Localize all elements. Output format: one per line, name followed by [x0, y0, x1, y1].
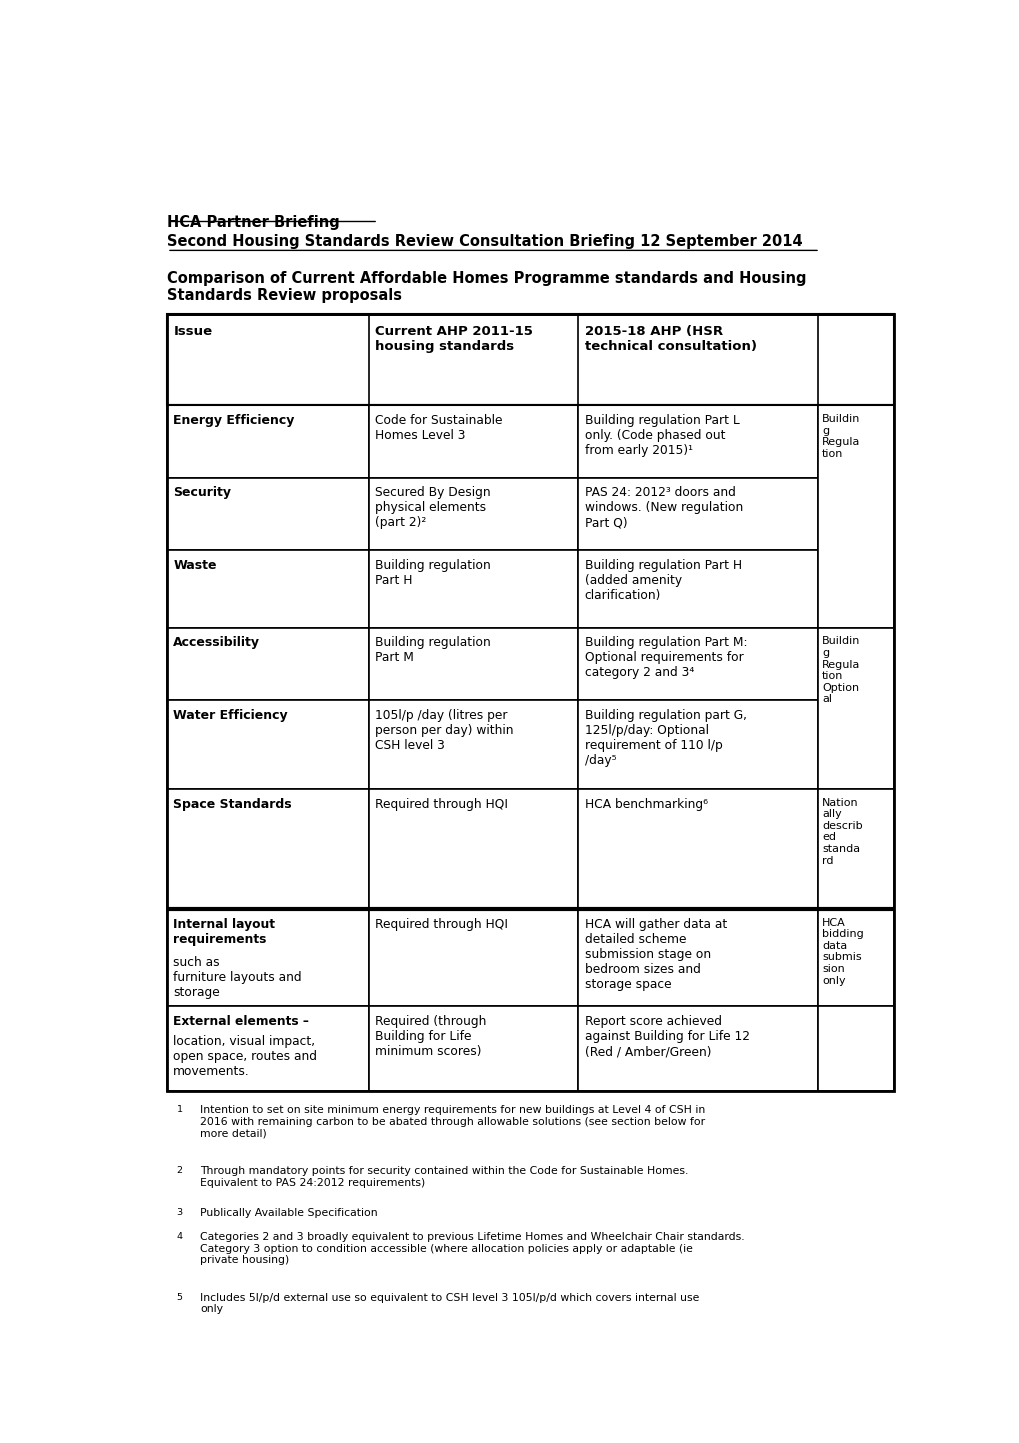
Text: Publically Available Specification: Publically Available Specification [200, 1208, 377, 1218]
Text: Buildin
g
Regula
tion: Buildin g Regula tion [821, 414, 860, 459]
Bar [167, 700, 369, 789]
Text: Internal layout
requirements: Internal layout requirements [173, 918, 275, 945]
Text: External elements –: External elements – [173, 1016, 309, 1029]
Bar [167, 789, 369, 909]
Text: Includes 5l/p/d external use so equivalent to CSH level 3 105l/p/d which covers : Includes 5l/p/d external use so equivale… [200, 1293, 699, 1315]
Text: Building regulation Part M:
Optional requirements for
category 2 and 3⁴: Building regulation Part M: Optional req… [584, 636, 746, 680]
Text: 5: 5 [176, 1293, 182, 1302]
Text: 1: 1 [176, 1105, 182, 1114]
Text: Issue: Issue [173, 325, 212, 338]
Text: Buildin
g
Regula
tion
Option
al: Buildin g Regula tion Option al [821, 636, 860, 704]
Text: 3: 3 [176, 1208, 182, 1216]
Bar [369, 1007, 578, 1091]
Bar [167, 628, 369, 700]
Bar [369, 478, 578, 550]
Text: PAS 24: 2012³ doors and
windows. (New regulation
Part Q): PAS 24: 2012³ doors and windows. (New re… [584, 486, 742, 530]
Text: Space Standards: Space Standards [173, 798, 291, 811]
Bar [167, 550, 369, 628]
Text: Required (through
Building for Life
minimum scores): Required (through Building for Life mini… [375, 1016, 486, 1058]
Text: Categories 2 and 3 broadly equivalent to previous Lifetime Homes and Wheelchair : Categories 2 and 3 broadly equivalent to… [200, 1232, 744, 1266]
Text: 2015-18 AHP (HSR
technical consultation): 2015-18 AHP (HSR technical consultation) [584, 325, 756, 354]
Bar [817, 405, 894, 628]
Bar [578, 550, 817, 628]
Bar [167, 315, 894, 405]
Text: Security: Security [173, 486, 231, 499]
Text: Energy Efficiency: Energy Efficiency [173, 414, 294, 427]
Text: Building regulation Part H
(added amenity
clarification): Building regulation Part H (added amenit… [584, 558, 741, 602]
Bar [817, 628, 894, 789]
Bar [578, 700, 817, 789]
Bar [369, 405, 578, 478]
Text: Required through HQI: Required through HQI [375, 798, 507, 811]
Text: Waste: Waste [173, 558, 217, 571]
Text: Required through HQI: Required through HQI [375, 918, 507, 931]
Text: Building regulation Part L
only. (Code phased out
from early 2015)¹: Building regulation Part L only. (Code p… [584, 414, 739, 457]
Text: Comparison of Current Affordable Homes Programme standards and Housing
Standards: Comparison of Current Affordable Homes P… [167, 271, 806, 303]
Text: Building regulation part G,
125l/p/day: Optional
requirement of 110 l/p
/day⁵: Building regulation part G, 125l/p/day: … [584, 709, 746, 766]
Text: 4: 4 [176, 1232, 182, 1241]
Bar [578, 628, 817, 700]
Text: HCA
bidding
data
submis
sion
only: HCA bidding data submis sion only [821, 918, 863, 986]
Text: 105l/p /day (litres per
person per day) within
CSH level 3: 105l/p /day (litres per person per day) … [375, 709, 514, 752]
Text: location, visual impact,
open space, routes and
movements.: location, visual impact, open space, rou… [173, 1035, 317, 1078]
Bar [167, 405, 369, 478]
Bar [578, 405, 817, 478]
Bar [369, 700, 578, 789]
Bar [578, 1007, 817, 1091]
Text: Second Housing Standards Review Consultation Briefing 12 September 2014: Second Housing Standards Review Consulta… [167, 234, 802, 250]
Text: Building regulation
Part H: Building regulation Part H [375, 558, 490, 587]
Bar [167, 315, 894, 1091]
Bar [817, 1007, 894, 1091]
Text: Secured By Design
physical elements
(part 2)²: Secured By Design physical elements (par… [375, 486, 490, 530]
Text: HCA Partner Briefing: HCA Partner Briefing [167, 215, 339, 231]
Text: Current AHP 2011-15
housing standards: Current AHP 2011-15 housing standards [375, 325, 533, 354]
Bar [817, 789, 894, 909]
Bar [578, 478, 817, 550]
Bar [578, 789, 817, 909]
Text: HCA benchmarking⁶: HCA benchmarking⁶ [584, 798, 707, 811]
Text: such as
furniture layouts and
storage: such as furniture layouts and storage [173, 957, 302, 1000]
Bar [369, 628, 578, 700]
Bar [369, 909, 578, 1007]
Text: Water Efficiency: Water Efficiency [173, 709, 287, 722]
Text: Intention to set on site minimum energy requirements for new buildings at Level : Intention to set on site minimum energy … [200, 1105, 705, 1139]
Text: Through mandatory points for security contained within the Code for Sustainable : Through mandatory points for security co… [200, 1166, 688, 1188]
Bar [167, 1007, 369, 1091]
Bar [578, 909, 817, 1007]
Text: 2: 2 [176, 1166, 182, 1175]
Bar [817, 909, 894, 1007]
Text: HCA will gather data at
detailed scheme
submission stage on
bedroom sizes and
st: HCA will gather data at detailed scheme … [584, 918, 727, 990]
Bar [369, 550, 578, 628]
Text: Report score achieved
against Building for Life 12
(Red / Amber/Green): Report score achieved against Building f… [584, 1016, 749, 1058]
Text: Code for Sustainable
Homes Level 3: Code for Sustainable Homes Level 3 [375, 414, 502, 442]
Bar [369, 789, 578, 909]
Text: Nation
ally
describ
ed
standa
rd: Nation ally describ ed standa rd [821, 798, 862, 866]
Text: Accessibility: Accessibility [173, 636, 260, 649]
Bar [167, 909, 369, 1007]
Text: Building regulation
Part M: Building regulation Part M [375, 636, 490, 664]
Bar [167, 478, 369, 550]
